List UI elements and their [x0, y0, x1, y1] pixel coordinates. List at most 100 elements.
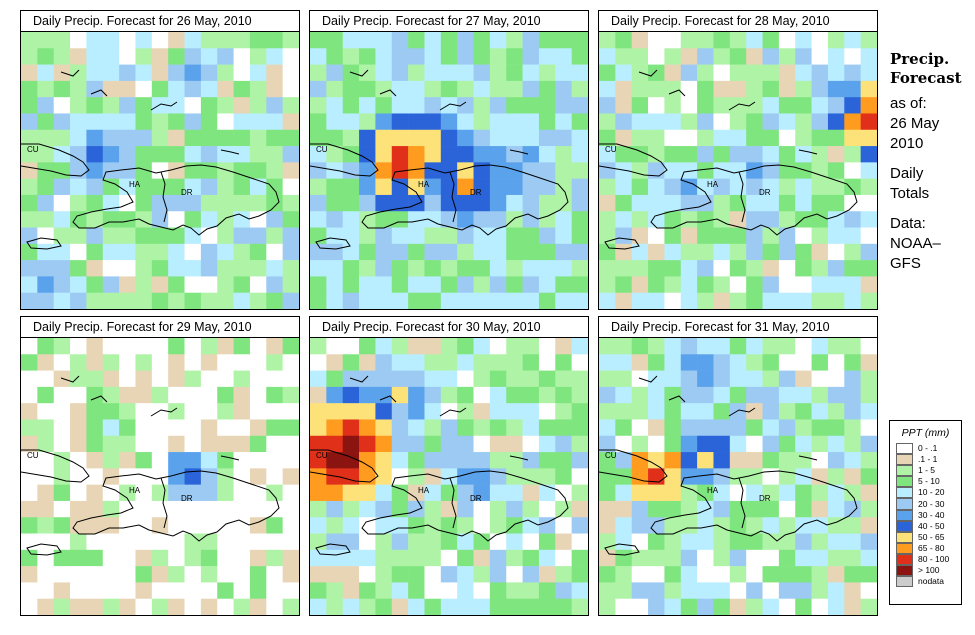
precip-grid-cell [21, 582, 38, 599]
precip-grid-cell [473, 97, 491, 114]
precip-grid-cell [326, 566, 343, 583]
precip-grid-cell [440, 162, 458, 179]
precip-map: CU HA DR [20, 338, 300, 616]
precip-grid-cell [102, 549, 120, 567]
precip-grid-cell [555, 227, 572, 245]
precip-grid-cell [615, 211, 632, 228]
precip-grid-cell [408, 500, 425, 518]
precip-grid-cell [342, 80, 360, 98]
precip-grid-cell [680, 32, 698, 49]
precip-grid-cell [648, 468, 665, 485]
precip-grid-cell [473, 533, 491, 551]
precip-grid-cell [555, 32, 572, 49]
precip-grid-cell [102, 435, 120, 453]
jamaica-outline [315, 543, 351, 556]
legend-label: nodata [918, 576, 944, 587]
precip-grid-cell [359, 129, 376, 147]
precip-grid-cell [457, 48, 474, 65]
precip-grid-cell [440, 338, 458, 355]
precip-grid-cell [860, 403, 877, 420]
precip-grid-cell [168, 468, 185, 485]
precip-grid-cell [506, 146, 523, 163]
precip-grid-cell [664, 468, 682, 485]
precip-grid-cell [217, 292, 234, 309]
precip-grid-cell [53, 276, 71, 293]
precip-grid-cell [310, 146, 327, 163]
precip-grid-cell [391, 533, 409, 551]
precip-grid-cell [697, 435, 714, 453]
precip-grid-cell [762, 276, 780, 293]
precip-grid-cell [827, 48, 845, 65]
precip-grid-cell [648, 97, 665, 114]
precip-grid-cell [135, 162, 153, 179]
precip-grid-cell [21, 276, 38, 293]
precip-grid-cell [473, 517, 491, 534]
precip-grid-cell [86, 598, 104, 615]
precip-grid-cell [599, 129, 616, 147]
precip-grid-cell [326, 48, 343, 65]
precip-grid-cell [457, 211, 474, 228]
precip-grid-cell [151, 211, 169, 228]
precip-grid-cell [391, 80, 409, 98]
precip-grid-cell [359, 549, 376, 567]
precip-grid-cell [762, 370, 780, 388]
precip-grid-cell [37, 97, 54, 114]
precip-grid-cell [424, 64, 442, 82]
precip-grid-cell [391, 484, 409, 502]
precip-grid-cell [860, 484, 877, 502]
border-line [160, 171, 168, 223]
precip-grid-cell [119, 48, 136, 65]
precip-grid-cell [697, 484, 714, 502]
precip-grid-cell [473, 549, 491, 567]
precip-grid-cell [135, 484, 153, 502]
precip-grid-cell [424, 549, 442, 567]
precip-grid-cell [729, 64, 747, 82]
precip-grid-cell [648, 338, 665, 355]
country-label: DR [470, 188, 482, 197]
precip-grid-cell [37, 64, 54, 82]
precip-grid-cell [795, 598, 812, 615]
precip-grid-cell [135, 354, 153, 371]
precip-grid-cell [37, 32, 54, 49]
precip-grid-cell [522, 484, 540, 502]
precip-grid-cell [102, 146, 120, 163]
precip-grid-cell [473, 582, 491, 599]
precip-grid-cell [119, 64, 136, 82]
precip-grid-cell [648, 178, 665, 196]
precip-grid-cell [778, 32, 796, 49]
precip-grid-cell [664, 97, 682, 114]
precip-grid-cell [168, 113, 185, 131]
precip-grid-cell [473, 194, 491, 212]
precip-grid-cell [282, 549, 299, 567]
precip-grid-cell [359, 32, 376, 49]
precip-grid-cell [375, 97, 393, 114]
precip-grid-cell [102, 419, 120, 437]
island-outline [379, 395, 397, 403]
precip-grid-cell [713, 566, 731, 583]
precip-grid-cell [282, 500, 299, 518]
precip-grid-cell [282, 566, 299, 583]
precip-grid-cell [844, 500, 861, 518]
precip-grid-cell [70, 32, 87, 49]
precip-grid-cell [811, 517, 829, 534]
precip-grid-cell [86, 97, 104, 114]
island-outline [638, 375, 658, 383]
precip-grid-cell [795, 435, 812, 453]
precip-grid-cell [811, 32, 829, 49]
precip-grid-cell [53, 598, 71, 615]
precip-grid-cell [326, 500, 343, 518]
precip-grid-cell [408, 227, 425, 245]
precip-grid-cell [424, 146, 442, 163]
precip-grid-cell [457, 162, 474, 179]
precip-grid-cell [135, 452, 153, 469]
precip-grid-cell [102, 370, 120, 388]
precip-grid-cell [680, 435, 698, 453]
precip-grid-cell [102, 338, 120, 355]
precip-grid-cell [538, 97, 556, 114]
precip-grid-cell [680, 178, 698, 196]
border-line [449, 171, 457, 223]
precip-grid-cell [713, 194, 731, 212]
precip-grid-cell [282, 292, 299, 309]
precip-grid-cell [408, 484, 425, 502]
precip-grid-cell [538, 419, 556, 437]
